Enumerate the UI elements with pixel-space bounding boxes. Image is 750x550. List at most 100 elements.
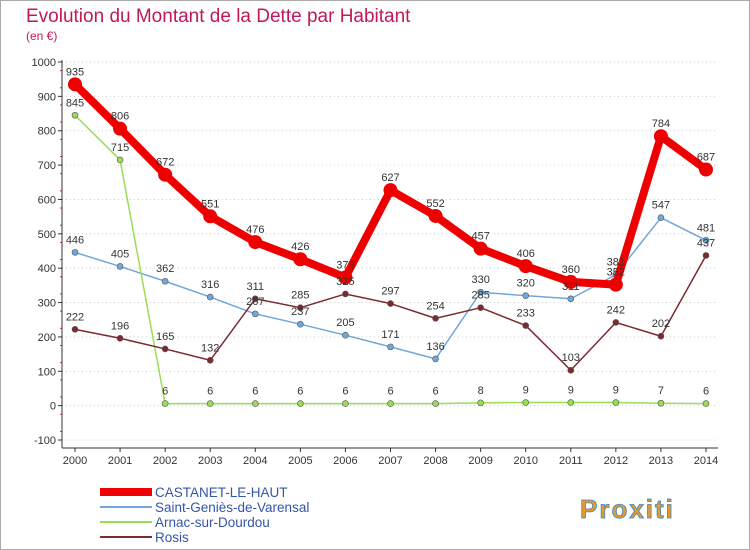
y-tick-label: 300 [38, 298, 56, 310]
data-label: 406 [517, 248, 535, 260]
data-label: 233 [517, 308, 535, 320]
data-label: 476 [246, 224, 264, 236]
data-point [251, 400, 259, 407]
series-3 [71, 252, 710, 374]
x-tick-label: 2013 [649, 455, 673, 467]
x-tick-label: 2003 [198, 455, 222, 467]
x-tick-label: 2008 [423, 455, 447, 467]
data-point [387, 300, 394, 307]
data-point [477, 288, 484, 296]
data-point [477, 399, 484, 407]
y-tick-label: 400 [38, 263, 56, 275]
y-tick-label: 600 [38, 194, 56, 206]
data-label: 784 [652, 118, 670, 130]
data-label: 6 [703, 386, 709, 398]
data-point [653, 129, 668, 144]
x-tick-label: 2014 [694, 455, 718, 467]
y-tick-labels: -100 0 100 200 300 400 500 600 700 800 900 1000 [32, 57, 56, 447]
logo: Proxiti [580, 494, 675, 525]
data-point [297, 400, 304, 407]
data-point [297, 304, 304, 312]
data-point [116, 156, 124, 164]
data-point [116, 263, 124, 270]
x-tick-label: 2002 [153, 455, 177, 467]
legend-label: Arnac-sur-Dourdou [155, 515, 270, 530]
data-point [432, 315, 439, 322]
data-point [342, 331, 349, 339]
data-point [522, 399, 530, 406]
data-point [161, 345, 169, 353]
y-tick-label: 500 [38, 229, 56, 241]
data-label: 9 [613, 385, 619, 397]
x-tick-label: 2010 [513, 455, 537, 467]
data-point [248, 235, 263, 250]
data-point [428, 208, 443, 223]
data-label: 7 [658, 385, 664, 397]
data-label: 6 [387, 386, 393, 398]
data-label: 242 [607, 304, 625, 316]
data-point [563, 274, 578, 289]
data-label: 311 [562, 281, 580, 293]
data-point [387, 343, 394, 351]
data-point [251, 310, 259, 318]
x-tick-label: 2006 [333, 455, 357, 467]
series-2 [71, 111, 710, 407]
data-point [567, 399, 575, 406]
y-tick-label: 100 [38, 366, 56, 378]
data-label: 222 [66, 311, 84, 323]
data-point [657, 214, 665, 221]
data-label: 381 [607, 257, 625, 269]
data-point [702, 252, 710, 259]
data-label: 806 [111, 111, 129, 123]
data-label: 136 [426, 341, 444, 353]
data-label: 362 [156, 263, 174, 275]
data-point [71, 111, 79, 119]
data-label: 165 [156, 331, 174, 343]
x-tick-labels: 2000 2001 2002 2003 2004 2005 2006 2007 2008 2009… [63, 455, 718, 467]
data-label: 196 [111, 320, 129, 332]
data-label: 297 [381, 286, 399, 298]
data-label: 457 [471, 231, 489, 243]
data-label: 352 [607, 267, 625, 279]
data-point [342, 290, 349, 298]
data-label: 171 [381, 329, 399, 341]
data-point [473, 241, 488, 256]
data-label: 6 [162, 386, 168, 398]
data-label: 285 [291, 290, 309, 302]
data-point [387, 400, 394, 407]
data-point [522, 292, 530, 299]
data-label: 547 [652, 200, 670, 212]
data-label: 103 [562, 352, 580, 364]
data-point [113, 121, 128, 136]
x-tick-label: 2009 [468, 455, 492, 467]
data-label: 935 [66, 66, 84, 78]
data-label: 405 [111, 248, 129, 260]
data-point [699, 162, 713, 177]
data-label: 325 [336, 276, 354, 288]
data-label: 320 [517, 278, 535, 290]
data-label: 267 [246, 296, 264, 308]
data-point [206, 400, 214, 407]
data-point [251, 295, 259, 303]
data-point [612, 399, 620, 406]
data-point [657, 332, 665, 340]
data-point [432, 400, 439, 407]
data-label: 446 [66, 234, 84, 246]
data-point [342, 400, 349, 407]
data-label: 285 [471, 290, 489, 302]
data-label: 6 [342, 386, 348, 398]
legend: CASTANET-LE-HAUTSaint-Geniès-de-Varensal… [100, 485, 309, 545]
series-0 [68, 77, 713, 292]
data-point [203, 209, 218, 224]
data-label: 6 [433, 386, 439, 398]
x-tick-label: 2000 [63, 455, 87, 467]
x-tick-label: 2004 [243, 455, 267, 467]
data-label: 237 [291, 306, 309, 318]
data-label: 9 [568, 385, 574, 397]
chart-subtitle: (en €) [26, 29, 57, 43]
data-point [206, 356, 214, 364]
data-point [567, 366, 575, 374]
logo-text: Proxiti [580, 494, 675, 524]
data-point [68, 77, 82, 92]
